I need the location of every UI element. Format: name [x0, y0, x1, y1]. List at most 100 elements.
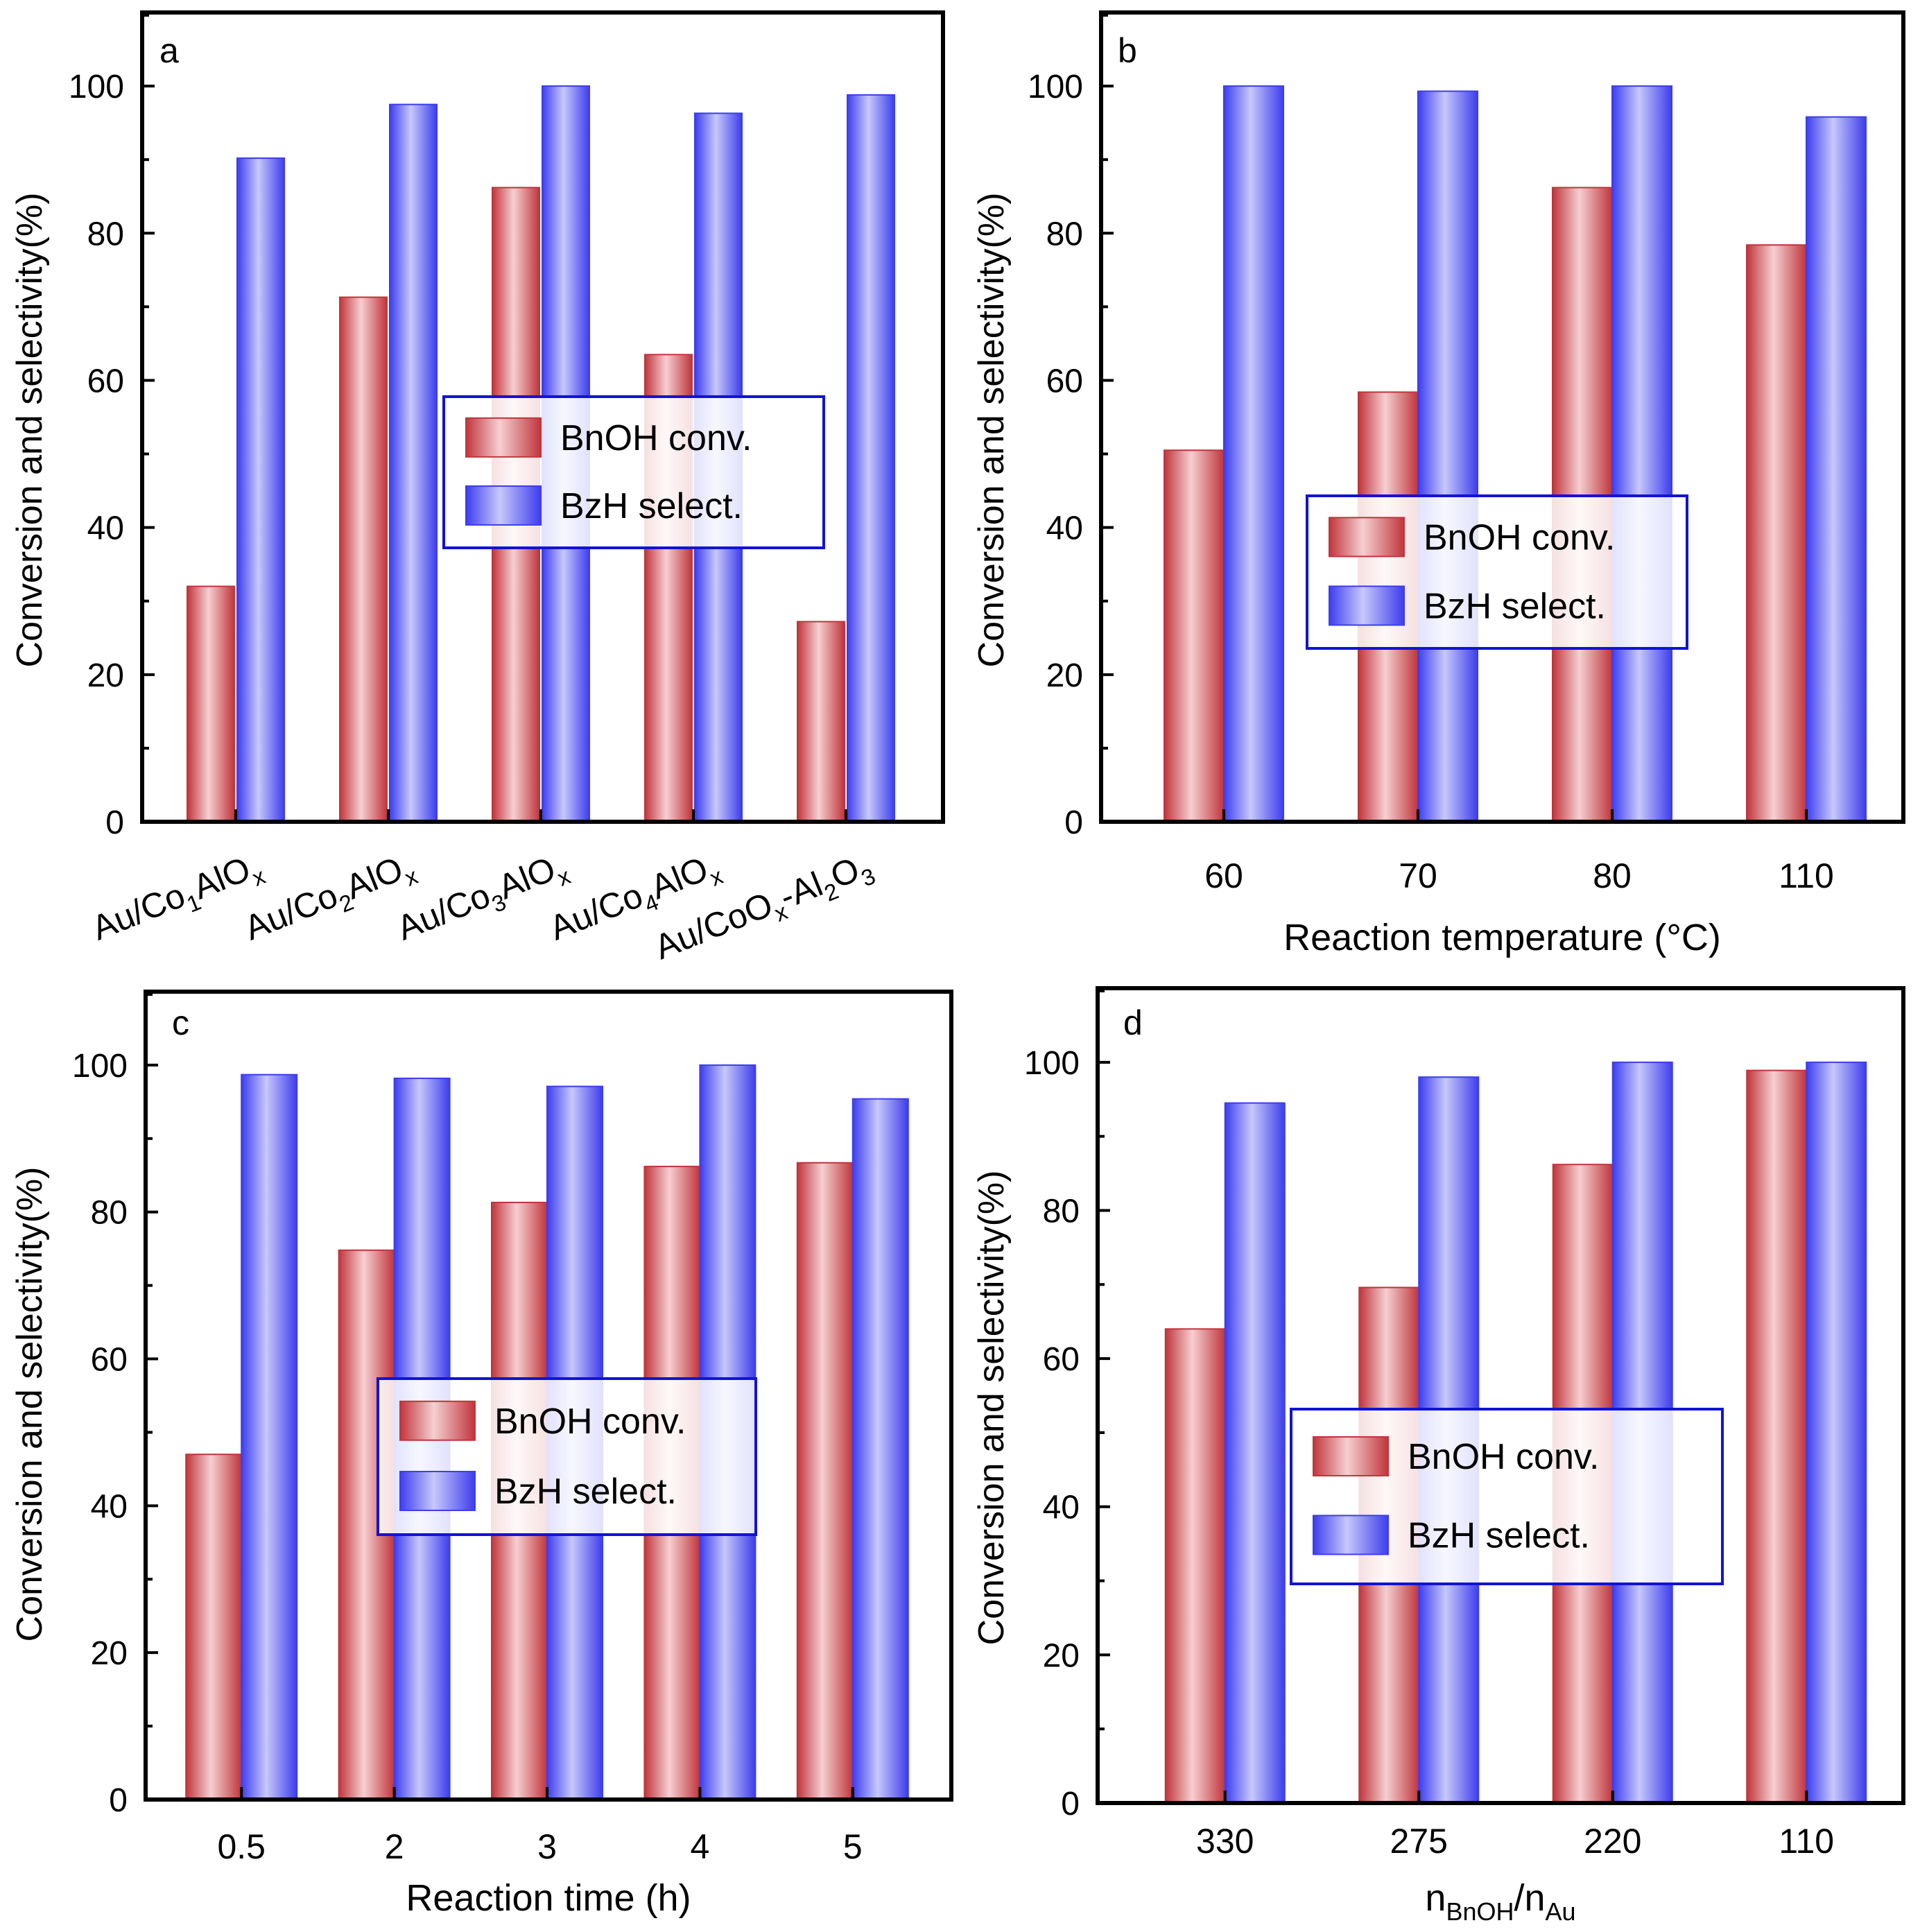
y-tick-label: 20 — [1046, 657, 1083, 694]
panel-letter: b — [1118, 31, 1137, 70]
bar-conversion-4 — [1746, 244, 1807, 823]
x-axis-label: Reaction time (h) — [406, 1877, 691, 1919]
plot-frame — [140, 10, 945, 824]
y-axis-label: Conversion and selectivity(%) — [10, 193, 50, 668]
legend-label-conversion: BnOH conv. — [494, 1401, 686, 1442]
legend-label-selectivity: BzH select. — [494, 1472, 677, 1512]
y-tick-label: 60 — [1043, 1341, 1080, 1378]
y-tick-label: 60 — [87, 363, 124, 399]
x-tick-label: 4 — [690, 1827, 709, 1866]
bar-conversion-1 — [185, 1454, 243, 1801]
bar-selectivity-1 — [241, 1073, 298, 1800]
x-axis-label: Reaction temperature (°C) — [1283, 917, 1721, 958]
x-tick-label: 2 — [385, 1827, 404, 1866]
x-tick-label: Au/Co3AlOx — [392, 845, 574, 954]
legend-label-selectivity: BzH select. — [560, 486, 743, 526]
legend: BnOH conv. BzH select. — [442, 395, 825, 549]
bar-conversion-5 — [797, 621, 845, 822]
legend-swatch-conversion — [1329, 517, 1405, 558]
panel-a-chart: 0 20 40 60 80 100 Au/Co1AlOxAu/Co2AlOxAu/Co3Al… — [10, 10, 945, 967]
legend: BnOH conv. BzH select. — [1306, 494, 1688, 650]
bar-selectivity-1 — [1223, 85, 1284, 822]
bar-selectivity-2 — [389, 103, 438, 822]
y-tick-label: 60 — [1046, 363, 1083, 399]
y-axis-label: Conversion and selectivity(%) — [971, 193, 1012, 668]
panel-d-chart: 0 20 40 60 80 100 330 275 220 110 Conversion and s… — [971, 986, 1905, 1926]
bar-conversion-5 — [796, 1162, 854, 1800]
x-tick-label: 60 — [1204, 856, 1243, 895]
y-tick-label: 0 — [1061, 1786, 1080, 1822]
bar-conversion-2 — [339, 296, 388, 822]
x-tick-label: 3 — [537, 1827, 557, 1866]
y-tick-label: 80 — [87, 216, 124, 252]
bar-selectivity-4 — [1806, 1061, 1867, 1804]
legend: BnOH conv. BzH select. — [1290, 1408, 1724, 1585]
x-tick-label: 110 — [1779, 856, 1834, 895]
y-axis-label: Conversion and selectivity(%) — [10, 1167, 50, 1642]
y-tick-label: 0 — [105, 804, 124, 841]
bar-selectivity-3 — [1611, 85, 1672, 822]
legend-label-conversion: BnOH conv. — [1424, 517, 1615, 558]
y-tick-label: 20 — [91, 1635, 128, 1672]
x-tick-label: 220 — [1584, 1822, 1641, 1861]
bar-selectivity-4 — [1806, 116, 1867, 822]
x-tick-label: Au/Co1AlOx — [87, 845, 269, 954]
legend-label-selectivity: BzH select. — [1408, 1515, 1590, 1555]
x-tick-label: Au/Co2AlOx — [239, 845, 422, 954]
panel-letter: c — [172, 1003, 189, 1042]
y-tick-label: 20 — [87, 657, 124, 694]
x-tick-label: 5 — [843, 1827, 863, 1866]
y-tick-label: 80 — [1043, 1193, 1080, 1230]
legend-swatch-selectivity — [1313, 1515, 1389, 1555]
legend-box — [1290, 1408, 1724, 1585]
legend-swatch-conversion — [1313, 1436, 1389, 1477]
bar-conversion-1 — [1164, 449, 1225, 822]
legend-swatch-selectivity — [465, 485, 542, 526]
panel-letter: a — [159, 31, 179, 70]
panel-letter: d — [1123, 1003, 1143, 1042]
plot-frame — [1096, 986, 1905, 1805]
legend-swatch-selectivity — [1329, 585, 1405, 626]
y-tick-label: 40 — [1046, 510, 1083, 547]
x-tick-label: 275 — [1390, 1822, 1448, 1861]
y-tick-label: 100 — [1024, 1045, 1080, 1082]
legend-swatch-conversion — [465, 417, 542, 458]
bar-selectivity-5 — [847, 94, 895, 823]
y-tick-label: 60 — [91, 1342, 128, 1379]
y-tick-label: 80 — [91, 1195, 128, 1232]
bar-conversion-4 — [1746, 1069, 1808, 1804]
x-axis-label: nBnOH/nAu — [1425, 1877, 1575, 1926]
x-tick-label: 70 — [1399, 856, 1437, 895]
bar-conversion-1 — [1164, 1328, 1226, 1804]
panel-c-chart: 0 20 40 60 80 100 0.5 2 3 4 5 Conversion and select… — [10, 990, 953, 1919]
legend-label-selectivity: BzH select. — [1424, 586, 1606, 626]
bar-selectivity-2 — [1417, 90, 1478, 823]
bar-selectivity-1 — [1224, 1102, 1286, 1804]
legend-swatch-selectivity — [399, 1471, 476, 1511]
y-tick-label: 40 — [87, 510, 124, 547]
x-tick-label: 110 — [1779, 1822, 1834, 1861]
y-tick-label: 40 — [91, 1488, 128, 1525]
y-tick-label: 0 — [1064, 804, 1083, 841]
legend-swatch-conversion — [399, 1400, 476, 1441]
y-tick-label: 20 — [1043, 1637, 1080, 1674]
legend-label-conversion: BnOH conv. — [1408, 1437, 1599, 1477]
legend-label-conversion: BnOH conv. — [560, 418, 752, 458]
y-tick-label: 0 — [109, 1782, 128, 1819]
legend: BnOH conv. BzH select. — [377, 1377, 757, 1536]
y-tick-label: 100 — [69, 69, 124, 105]
y-tick-label: 80 — [1046, 216, 1083, 252]
x-tick-label: 0.5 — [217, 1827, 266, 1866]
bar-conversion-1 — [187, 585, 235, 822]
y-axis-label: Conversion and selectivity(%) — [971, 1171, 1012, 1646]
panel-b-chart: 0 20 40 60 80 100 60 70 80 110 Conversion and sele… — [971, 10, 1905, 958]
bar-selectivity-5 — [851, 1098, 909, 1801]
x-tick-label: 330 — [1196, 1822, 1254, 1861]
plot-frame — [1099, 10, 1905, 824]
y-tick-label: 100 — [72, 1048, 128, 1085]
bar-selectivity-1 — [236, 157, 285, 822]
x-tick-label: 80 — [1593, 856, 1632, 895]
y-tick-label: 100 — [1028, 69, 1083, 105]
y-tick-label: 40 — [1043, 1490, 1080, 1526]
